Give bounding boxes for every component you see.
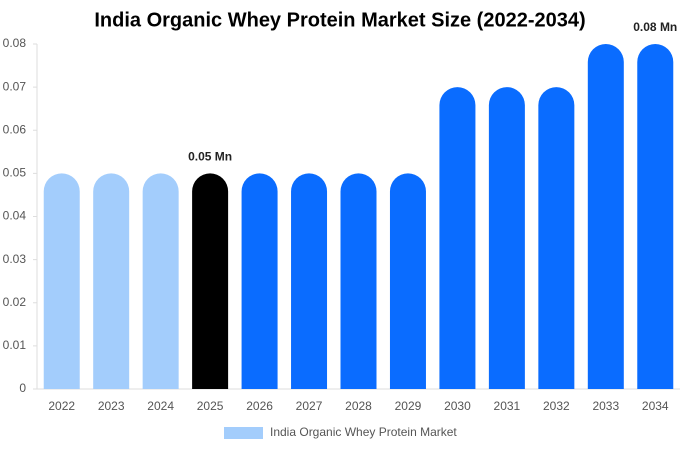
bar bbox=[241, 173, 278, 389]
bar bbox=[538, 87, 575, 389]
y-tick-label: 0.06 bbox=[3, 122, 27, 136]
x-tick-label: 2025 bbox=[197, 399, 224, 413]
bar bbox=[587, 44, 624, 389]
bar bbox=[192, 173, 229, 389]
y-tick-label: 0.03 bbox=[3, 252, 27, 266]
x-tick-label: 2028 bbox=[345, 399, 372, 413]
x-tick-label: 2031 bbox=[494, 399, 521, 413]
x-tick-label: 2032 bbox=[543, 399, 570, 413]
bar bbox=[439, 87, 476, 389]
x-tick-label: 2033 bbox=[592, 399, 619, 413]
x-tick-label: 2029 bbox=[395, 399, 422, 413]
y-tick-label: 0.08 bbox=[3, 36, 27, 50]
x-tick-label: 2030 bbox=[444, 399, 471, 413]
x-tick-label: 2023 bbox=[98, 399, 125, 413]
bar bbox=[93, 173, 130, 389]
value-label: 0.05 Mn bbox=[188, 150, 232, 164]
chart-title: India Organic Whey Protein Market Size (… bbox=[94, 9, 585, 31]
y-tick-label: 0.04 bbox=[3, 209, 27, 223]
y-tick-label: 0.02 bbox=[3, 295, 27, 309]
y-tick-label: 0 bbox=[19, 381, 26, 395]
x-tick-label: 2027 bbox=[296, 399, 323, 413]
x-tick-label: 2026 bbox=[246, 399, 273, 413]
legend-label: India Organic Whey Protein Market bbox=[270, 425, 457, 439]
x-tick-label: 2022 bbox=[48, 399, 75, 413]
x-tick-label: 2024 bbox=[147, 399, 174, 413]
value-label: 0.08 Mn bbox=[633, 20, 677, 34]
bar bbox=[637, 44, 674, 389]
x-tick-label: 2034 bbox=[642, 399, 669, 413]
y-tick-label: 0.05 bbox=[3, 166, 27, 180]
legend-swatch bbox=[224, 427, 263, 439]
bar bbox=[291, 173, 328, 389]
y-tick-label: 0.07 bbox=[3, 79, 27, 93]
bar bbox=[340, 173, 377, 389]
bar bbox=[43, 173, 80, 389]
bar bbox=[488, 87, 525, 389]
bar bbox=[389, 173, 426, 389]
bar bbox=[142, 173, 179, 389]
y-tick-label: 0.01 bbox=[3, 338, 27, 352]
